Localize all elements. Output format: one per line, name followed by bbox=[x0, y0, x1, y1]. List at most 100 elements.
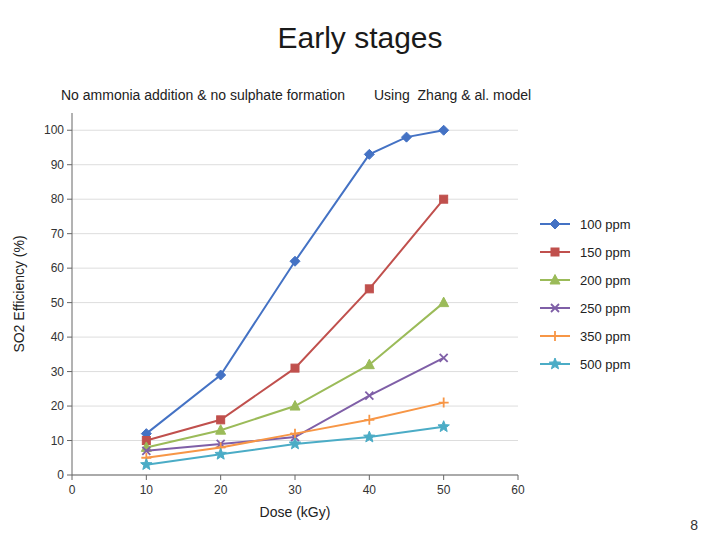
point bbox=[364, 149, 374, 159]
grid-line bbox=[72, 164, 518, 165]
tick-label: 40 bbox=[51, 330, 65, 344]
legend-marker bbox=[549, 358, 560, 369]
line bbox=[146, 303, 443, 448]
point bbox=[291, 364, 299, 372]
y-axis-label: SO2 Efficiency (%) bbox=[11, 235, 27, 352]
legend-marker bbox=[551, 304, 559, 312]
legend-label: 200 ppm bbox=[580, 273, 631, 288]
line bbox=[146, 403, 443, 458]
x-axis-label: Dose (kGy) bbox=[260, 504, 331, 520]
series bbox=[141, 398, 448, 463]
grid bbox=[72, 130, 518, 475]
tick bbox=[67, 302, 72, 303]
tick bbox=[146, 475, 147, 480]
legend-label: 150 ppm bbox=[580, 245, 631, 260]
point bbox=[215, 448, 226, 459]
series bbox=[142, 195, 447, 444]
line bbox=[146, 199, 443, 440]
series bbox=[141, 125, 448, 438]
point bbox=[290, 401, 300, 411]
tick-label: 10 bbox=[140, 483, 154, 497]
tick-label: 80 bbox=[51, 192, 65, 206]
tick-label: 40 bbox=[363, 483, 377, 497]
tick bbox=[518, 475, 519, 480]
legend-label: 500 ppm bbox=[580, 357, 631, 372]
tick-label: 30 bbox=[51, 365, 65, 379]
grid-line bbox=[72, 337, 518, 338]
subtitle: Using Zhang & al. model bbox=[374, 87, 531, 103]
tick-label: 20 bbox=[214, 483, 228, 497]
tick-label: 10 bbox=[51, 434, 65, 448]
tick bbox=[67, 233, 72, 234]
tick-label: 90 bbox=[51, 158, 65, 172]
point bbox=[216, 425, 226, 435]
legend: 100 ppm 150 ppm 200 ppm 250 ppm 350 ppm 500 p… bbox=[540, 217, 631, 372]
point bbox=[290, 256, 300, 266]
tick bbox=[443, 475, 444, 480]
tick bbox=[67, 440, 72, 441]
legend-marker bbox=[550, 275, 560, 285]
plot-data bbox=[141, 125, 450, 469]
legend-label: 350 ppm bbox=[580, 329, 631, 344]
tick bbox=[67, 337, 72, 338]
point bbox=[365, 285, 373, 293]
line bbox=[146, 358, 443, 451]
tick-label: 0 bbox=[69, 483, 76, 497]
point bbox=[438, 421, 449, 432]
point bbox=[289, 438, 300, 449]
tick-label: 60 bbox=[51, 261, 65, 275]
grid-line bbox=[72, 233, 518, 234]
grid-line bbox=[72, 130, 518, 131]
point bbox=[216, 370, 226, 380]
grid-line bbox=[72, 268, 518, 269]
tick bbox=[369, 475, 370, 480]
tick bbox=[67, 130, 72, 131]
tick bbox=[67, 371, 72, 372]
point bbox=[217, 416, 225, 424]
y-axis bbox=[72, 113, 73, 475]
grid-line bbox=[72, 199, 518, 200]
point bbox=[440, 354, 448, 362]
tick bbox=[67, 268, 72, 269]
point bbox=[365, 392, 373, 400]
legend-label: 250 ppm bbox=[580, 301, 631, 316]
x-axis bbox=[72, 475, 518, 476]
tick-label: 60 bbox=[511, 483, 525, 497]
line bbox=[146, 130, 443, 433]
point bbox=[439, 297, 449, 307]
point bbox=[440, 195, 448, 203]
point bbox=[364, 431, 375, 442]
legend-marker bbox=[550, 219, 560, 229]
tick bbox=[67, 199, 72, 200]
tick bbox=[67, 406, 72, 407]
tick bbox=[67, 475, 72, 476]
tick-label: 30 bbox=[288, 483, 302, 497]
tick-label: 50 bbox=[437, 483, 451, 497]
grid-line bbox=[72, 302, 518, 303]
tick bbox=[67, 164, 72, 165]
chart: Early stagesNo ammonia addition & no sul… bbox=[0, 0, 720, 540]
point bbox=[364, 415, 374, 425]
tick-label: 0 bbox=[57, 468, 64, 482]
point bbox=[364, 359, 374, 369]
tick-label: 100 bbox=[44, 123, 64, 137]
title: Early stages bbox=[277, 21, 442, 54]
series bbox=[141, 421, 450, 470]
series bbox=[142, 354, 447, 455]
point bbox=[439, 398, 449, 408]
grid-line bbox=[72, 475, 518, 476]
legend-marker bbox=[550, 331, 560, 341]
line bbox=[146, 427, 443, 465]
series bbox=[141, 297, 448, 451]
legend-marker bbox=[551, 248, 559, 256]
tick bbox=[295, 475, 296, 480]
point bbox=[402, 132, 412, 142]
tick-label: 70 bbox=[51, 227, 65, 241]
legend-label: 100 ppm bbox=[580, 217, 631, 232]
tick-label: 20 bbox=[51, 399, 65, 413]
tick-label: 50 bbox=[51, 296, 65, 310]
point bbox=[439, 125, 449, 135]
point bbox=[141, 459, 152, 470]
tick bbox=[220, 475, 221, 480]
page-number: 8 bbox=[690, 517, 698, 533]
